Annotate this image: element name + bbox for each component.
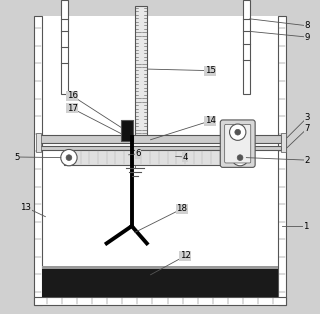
Text: 12: 12: [180, 252, 191, 260]
Text: 13: 13: [20, 203, 31, 212]
Bar: [39, 135, 281, 143]
Bar: [243, 0, 250, 94]
Text: 7: 7: [304, 124, 310, 133]
Bar: [35, 16, 42, 305]
Circle shape: [237, 155, 243, 160]
Text: 17: 17: [67, 104, 77, 113]
Bar: [35, 297, 286, 305]
Bar: [278, 16, 286, 305]
Text: 4: 4: [182, 153, 188, 161]
Text: 9: 9: [304, 33, 310, 41]
Bar: [121, 120, 133, 140]
Bar: [64, 150, 245, 165]
Text: 15: 15: [205, 66, 216, 75]
FancyBboxPatch shape: [220, 120, 255, 167]
Text: 8: 8: [304, 21, 310, 30]
Text: 1: 1: [303, 222, 309, 230]
Text: 14: 14: [205, 116, 216, 125]
Bar: [42, 266, 278, 269]
Circle shape: [232, 149, 248, 166]
Bar: [42, 16, 278, 297]
Bar: [39, 146, 281, 150]
Bar: [281, 133, 285, 152]
Text: 18: 18: [177, 204, 188, 213]
Circle shape: [66, 155, 72, 160]
Text: 2: 2: [304, 156, 310, 165]
Text: 6: 6: [135, 149, 141, 158]
Bar: [61, 0, 68, 94]
Text: 16: 16: [67, 91, 77, 100]
Circle shape: [235, 129, 241, 135]
Bar: [36, 133, 41, 152]
Bar: [135, 6, 148, 138]
Text: 5: 5: [14, 153, 20, 161]
Bar: [42, 268, 278, 297]
Text: 3: 3: [304, 113, 310, 122]
Circle shape: [61, 149, 77, 166]
Circle shape: [229, 124, 246, 140]
FancyBboxPatch shape: [225, 124, 251, 163]
